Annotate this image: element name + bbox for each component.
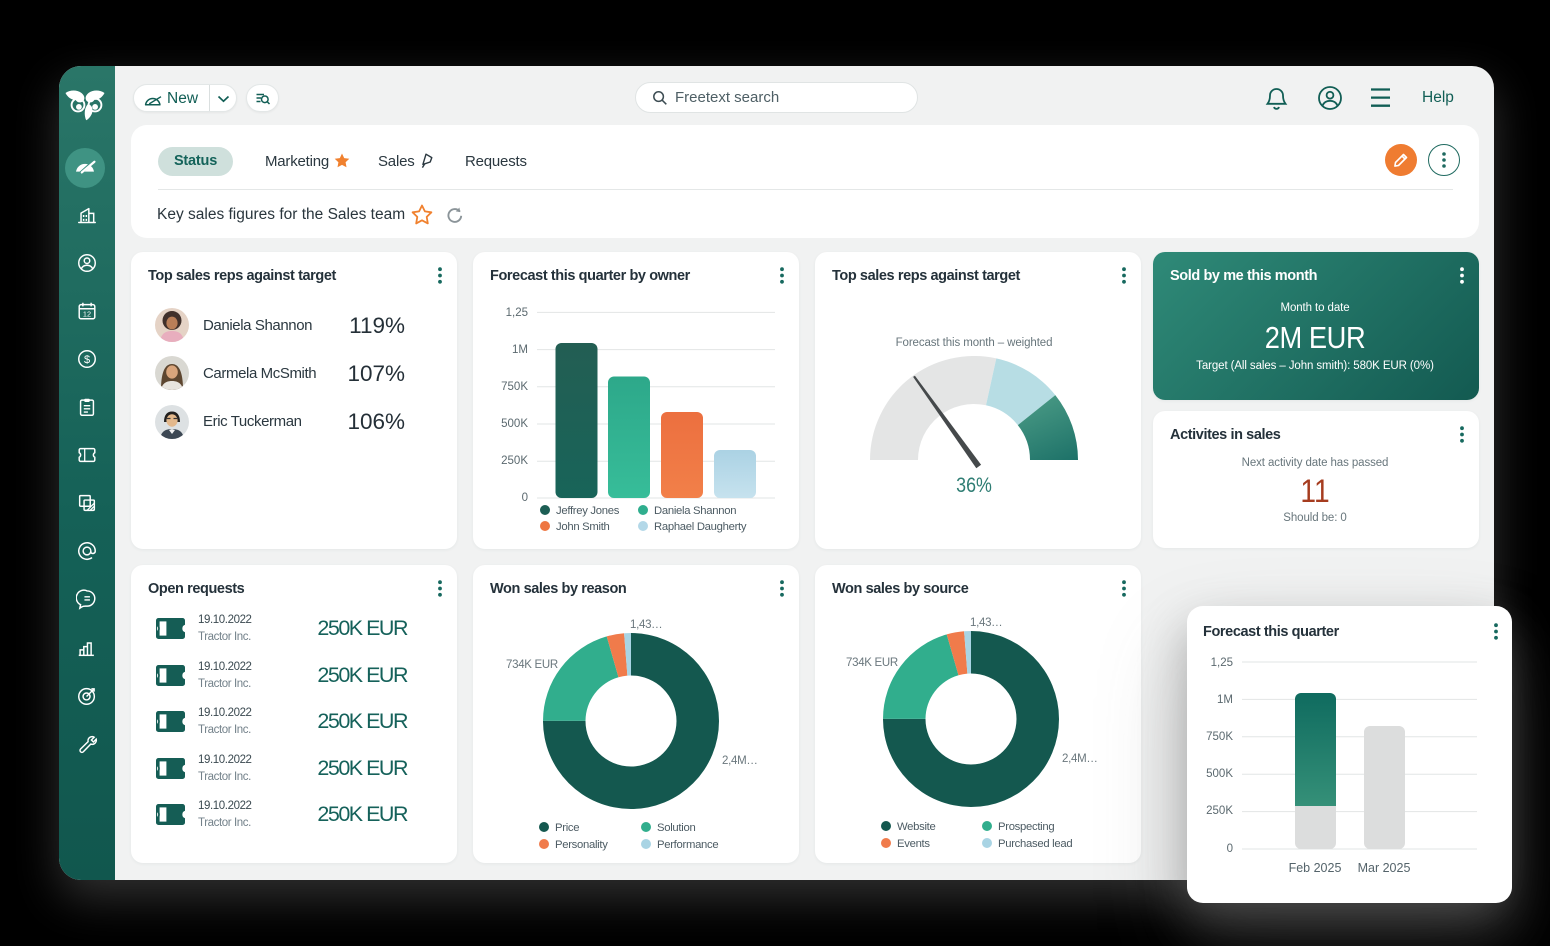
svg-text:1,25: 1,25	[506, 307, 528, 319]
svg-text:Mar 2025: Mar 2025	[1358, 861, 1411, 875]
svg-text:0: 0	[522, 492, 528, 504]
svg-text:12: 12	[83, 309, 91, 318]
svg-text:250K: 250K	[1206, 805, 1233, 817]
svg-text:1M: 1M	[1217, 694, 1233, 706]
svg-text:0: 0	[1227, 843, 1233, 855]
svg-text:500K: 500K	[501, 418, 528, 430]
svg-text:Feb 2025: Feb 2025	[1289, 861, 1342, 875]
svg-text:750K: 750K	[501, 381, 528, 393]
svg-text:1M: 1M	[512, 344, 528, 356]
svg-text:$: $	[84, 354, 90, 366]
svg-text:750K: 750K	[1206, 731, 1233, 743]
svg-text:500K: 500K	[1206, 768, 1233, 780]
svg-text:250K: 250K	[501, 455, 528, 467]
svg-text:1,25: 1,25	[1211, 657, 1233, 669]
